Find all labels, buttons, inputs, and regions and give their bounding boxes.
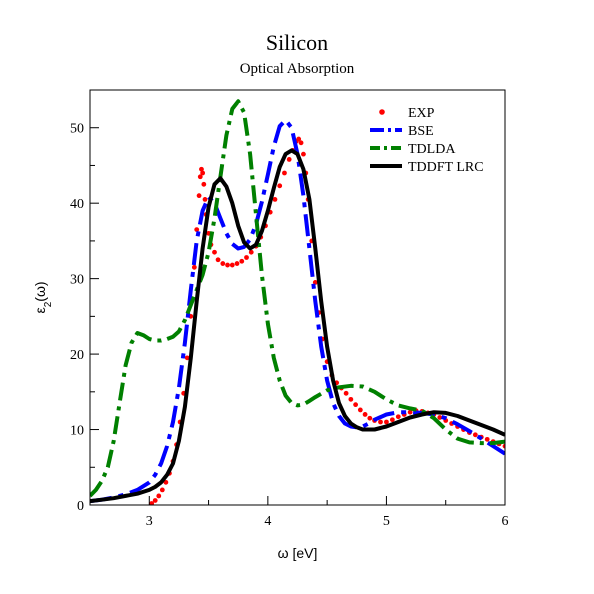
point-exp: [239, 258, 245, 264]
point-exp: [357, 407, 363, 413]
series-exp: [149, 136, 505, 505]
y-tick-label: 50: [70, 122, 84, 137]
point-exp: [301, 151, 306, 157]
point-exp: [407, 409, 413, 415]
x-tick-label: 6: [502, 514, 509, 529]
point-exp: [197, 174, 203, 180]
point-exp: [199, 166, 204, 172]
y-axis-label-main: ε: [32, 307, 48, 313]
point-exp: [298, 140, 304, 146]
point-exp: [367, 415, 373, 421]
point-exp: [225, 262, 230, 268]
point-exp: [384, 419, 389, 425]
point-exp: [244, 255, 249, 260]
x-tick-label: 4: [264, 514, 271, 529]
point-exp: [286, 157, 292, 162]
point-exp: [163, 479, 169, 485]
point-exp: [194, 227, 200, 232]
point-exp: [312, 280, 318, 285]
point-exp: [212, 249, 217, 255]
point-exp: [472, 432, 478, 438]
point-exp: [191, 264, 197, 270]
point-exp: [196, 193, 202, 199]
axes-layer: 3 4 5 6 0 10 20 30 40 50: [70, 89, 509, 529]
point-exp: [152, 498, 158, 503]
legend-label: BSE: [408, 124, 434, 139]
y-tick-label: 10: [70, 424, 84, 439]
point-exp: [343, 390, 349, 396]
plot-frame: [89, 89, 506, 506]
point-exp: [201, 181, 207, 187]
point-exp: [502, 443, 505, 449]
y-tick-label: 30: [70, 273, 84, 288]
point-exp: [484, 436, 490, 442]
point-exp: [156, 493, 162, 499]
point-exp: [159, 487, 165, 493]
point-exp: [184, 355, 190, 361]
x-axis-label: ω [eV]: [278, 545, 318, 561]
y-tick-label: 0: [77, 499, 84, 514]
point-exp: [378, 419, 383, 425]
point-exp: [220, 261, 226, 266]
y-axis-label-tail: (ω): [32, 281, 48, 301]
x-tick-label: 3: [146, 514, 153, 529]
legend-item-tddft-lrc: TDDFT LRC: [370, 160, 484, 175]
chart-subtitle: Optical Absorption: [239, 61, 355, 77]
point-exp: [353, 402, 358, 408]
chart-title: Silicon: [265, 30, 329, 55]
y-axis-label: ε2(ω): [32, 281, 54, 313]
point-exp: [200, 170, 206, 176]
y-tick-label: 40: [70, 197, 84, 212]
x-tick-label: 5: [383, 514, 390, 529]
point-exp: [272, 197, 278, 202]
point-exp: [362, 412, 368, 417]
legend-item-exp: EXP: [379, 106, 435, 121]
legend-item-bse: BSE: [370, 124, 434, 139]
series-layer: [90, 99, 505, 505]
legend-item-tdlda: TDLDA: [370, 142, 456, 157]
point-exp: [277, 183, 283, 189]
point-exp: [234, 261, 240, 266]
series-line-tddft-lrc: [90, 148, 505, 504]
point-exp: [437, 415, 443, 420]
point-exp: [348, 396, 354, 402]
point-exp: [296, 136, 302, 142]
y-tick-label: 20: [70, 348, 84, 363]
legend-label: EXP: [408, 106, 435, 121]
point-exp: [282, 170, 287, 176]
point-exp: [248, 249, 254, 255]
point-exp: [202, 197, 208, 202]
point-exp: [229, 262, 235, 268]
legend-marker: [379, 109, 385, 115]
point-exp: [215, 257, 221, 263]
series-line-bse: [90, 118, 505, 504]
point-exp: [389, 417, 395, 423]
legend: EXP BSE TDLDA TDDFT LRC: [370, 106, 484, 175]
series-line-tdlda: [90, 99, 505, 498]
legend-label: TDLDA: [408, 142, 456, 157]
legend-label: TDDFT LRC: [408, 160, 484, 175]
point-exp: [149, 501, 155, 505]
point-exp: [395, 414, 401, 420]
y-axis-label-subscript: 2: [43, 301, 54, 307]
